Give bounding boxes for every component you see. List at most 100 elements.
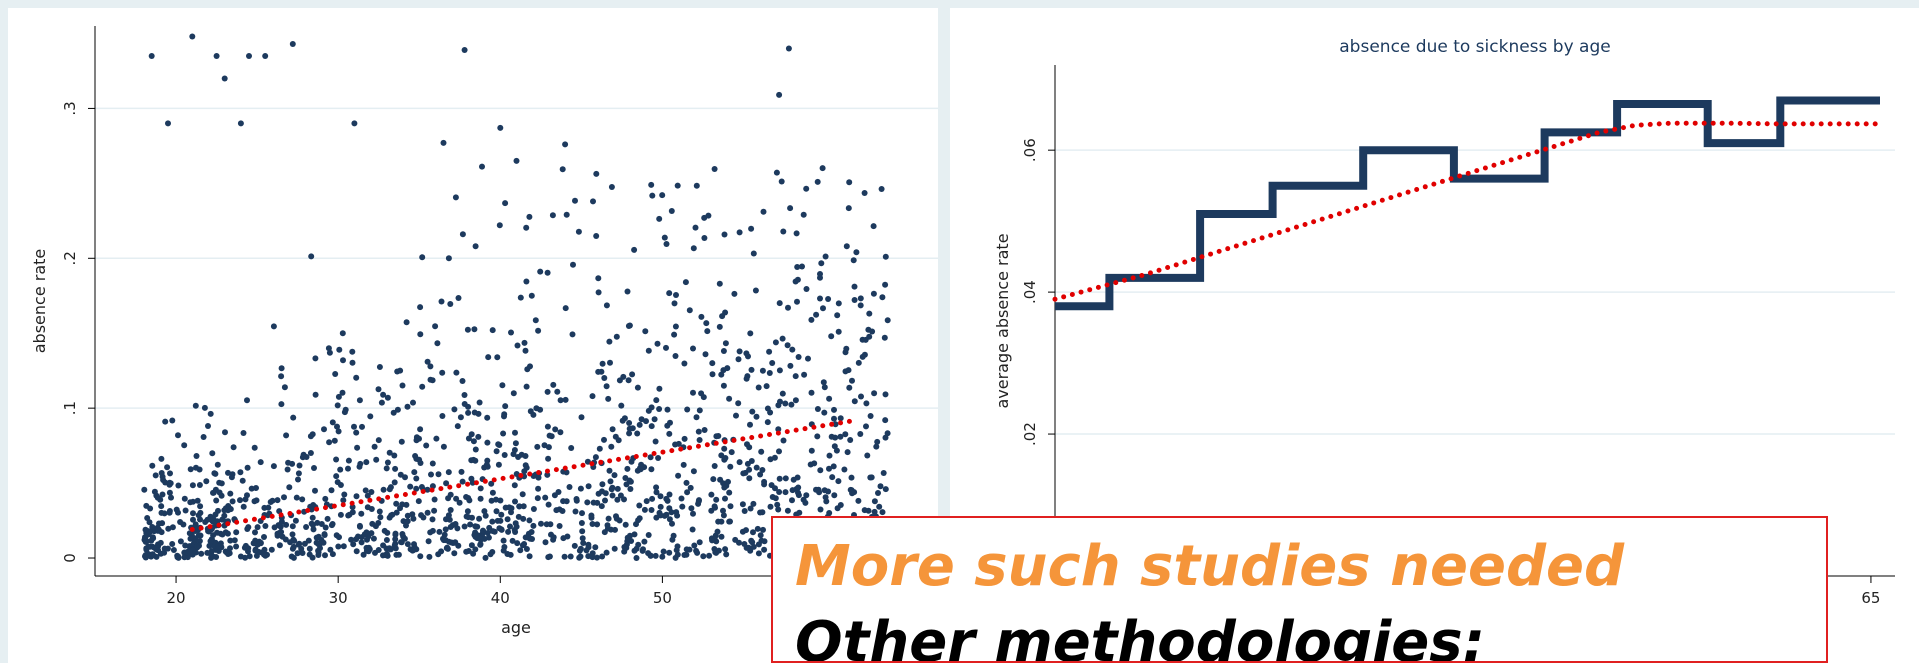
scatter-point (394, 406, 401, 413)
scatter-point (675, 472, 682, 479)
scatter-point (594, 521, 601, 528)
scatter-point (710, 476, 717, 483)
scatter-point (455, 295, 462, 301)
scatter-point (429, 527, 436, 534)
scatter-point (793, 230, 800, 237)
scatter-point (512, 498, 518, 505)
scatter-point (748, 225, 755, 232)
scatter-point (489, 489, 496, 496)
scatter-point (790, 476, 797, 483)
scatter-point (495, 461, 502, 468)
scatter-point (289, 531, 296, 538)
scatter-point (331, 437, 338, 444)
scatter-point (328, 487, 335, 494)
scatter-point (523, 383, 530, 390)
scatter-point (476, 399, 483, 406)
scatter-point (750, 500, 757, 507)
scatter-point (690, 389, 696, 396)
scatter-point (794, 298, 800, 305)
scatter-point (198, 550, 205, 557)
left-x-tick-label: 20 (167, 589, 186, 607)
scatter-point (526, 517, 533, 524)
scatter-point (602, 497, 608, 504)
scatter-point (780, 437, 787, 444)
scatter-point (825, 296, 832, 302)
scatter-point (367, 413, 374, 420)
scatter-point (242, 496, 249, 503)
scatter-point (867, 413, 874, 419)
scatter-point (755, 550, 762, 557)
scatter-point (148, 53, 155, 59)
scatter-point (849, 490, 856, 497)
left-x-tick-label: 30 (329, 589, 348, 607)
scatter-point (837, 433, 844, 440)
scatter-point (290, 543, 297, 550)
scatter-point (826, 452, 833, 459)
scatter-point (215, 543, 221, 550)
scatter-point (329, 419, 336, 426)
scatter-point (636, 421, 643, 428)
scatter-point (583, 547, 590, 554)
scatter-point (720, 367, 727, 374)
scatter-point (648, 404, 655, 411)
scatter-point (246, 553, 253, 560)
scatter-point (456, 499, 463, 506)
scatter-point (248, 485, 255, 492)
scatter-point (821, 409, 828, 416)
scatter-point (189, 33, 196, 40)
scatter-point (326, 439, 333, 446)
scatter-point (681, 552, 688, 558)
scatter-point (813, 311, 820, 318)
scatter-point (262, 523, 269, 529)
scatter-point (656, 385, 663, 392)
scatter-point (443, 480, 450, 487)
scatter-point (380, 542, 387, 549)
scatter-point (545, 554, 552, 561)
scatter-point (711, 166, 718, 172)
scatter-point (309, 554, 316, 561)
scatter-point (242, 542, 249, 549)
scatter-point (826, 465, 832, 472)
scatter-point (274, 497, 281, 504)
scatter-point (222, 505, 229, 512)
scatter-point (880, 470, 887, 476)
scatter-point (596, 445, 603, 452)
scatter-point (508, 509, 514, 516)
scatter-point (607, 359, 613, 366)
scatter-point (489, 518, 496, 525)
scatter-point (142, 534, 149, 541)
scatter-point (447, 524, 454, 530)
scatter-point (461, 401, 468, 407)
scatter-point (757, 509, 764, 516)
scatter-point (640, 546, 646, 553)
scatter-point (222, 429, 228, 436)
scatter-point (349, 359, 356, 366)
scatter-point (771, 454, 778, 461)
scatter-point (703, 320, 710, 327)
scatter-point (718, 371, 725, 378)
scatter-point (376, 364, 383, 370)
scatter-point (295, 470, 302, 477)
scatter-point (327, 546, 334, 553)
scatter-point (753, 413, 760, 420)
scatter-point (666, 549, 673, 556)
scatter-point (645, 532, 652, 538)
scatter-point (261, 534, 267, 540)
callout-heading: More such studies needed (795, 534, 1625, 599)
scatter-point (311, 465, 317, 471)
scatter-point (205, 528, 212, 535)
scatter-point (795, 484, 802, 491)
scatter-point (423, 442, 430, 449)
scatter-point (727, 518, 733, 525)
scatter-point (601, 529, 608, 536)
scatter-point (701, 235, 708, 241)
scatter-point (601, 375, 608, 381)
scatter-point (680, 461, 687, 468)
scatter-point (636, 502, 643, 509)
scatter-point (693, 182, 700, 189)
scatter-point (693, 414, 700, 421)
scatter-point (787, 205, 794, 212)
scatter-point (626, 425, 633, 432)
scatter-point (720, 348, 727, 354)
scatter-point (275, 522, 282, 529)
